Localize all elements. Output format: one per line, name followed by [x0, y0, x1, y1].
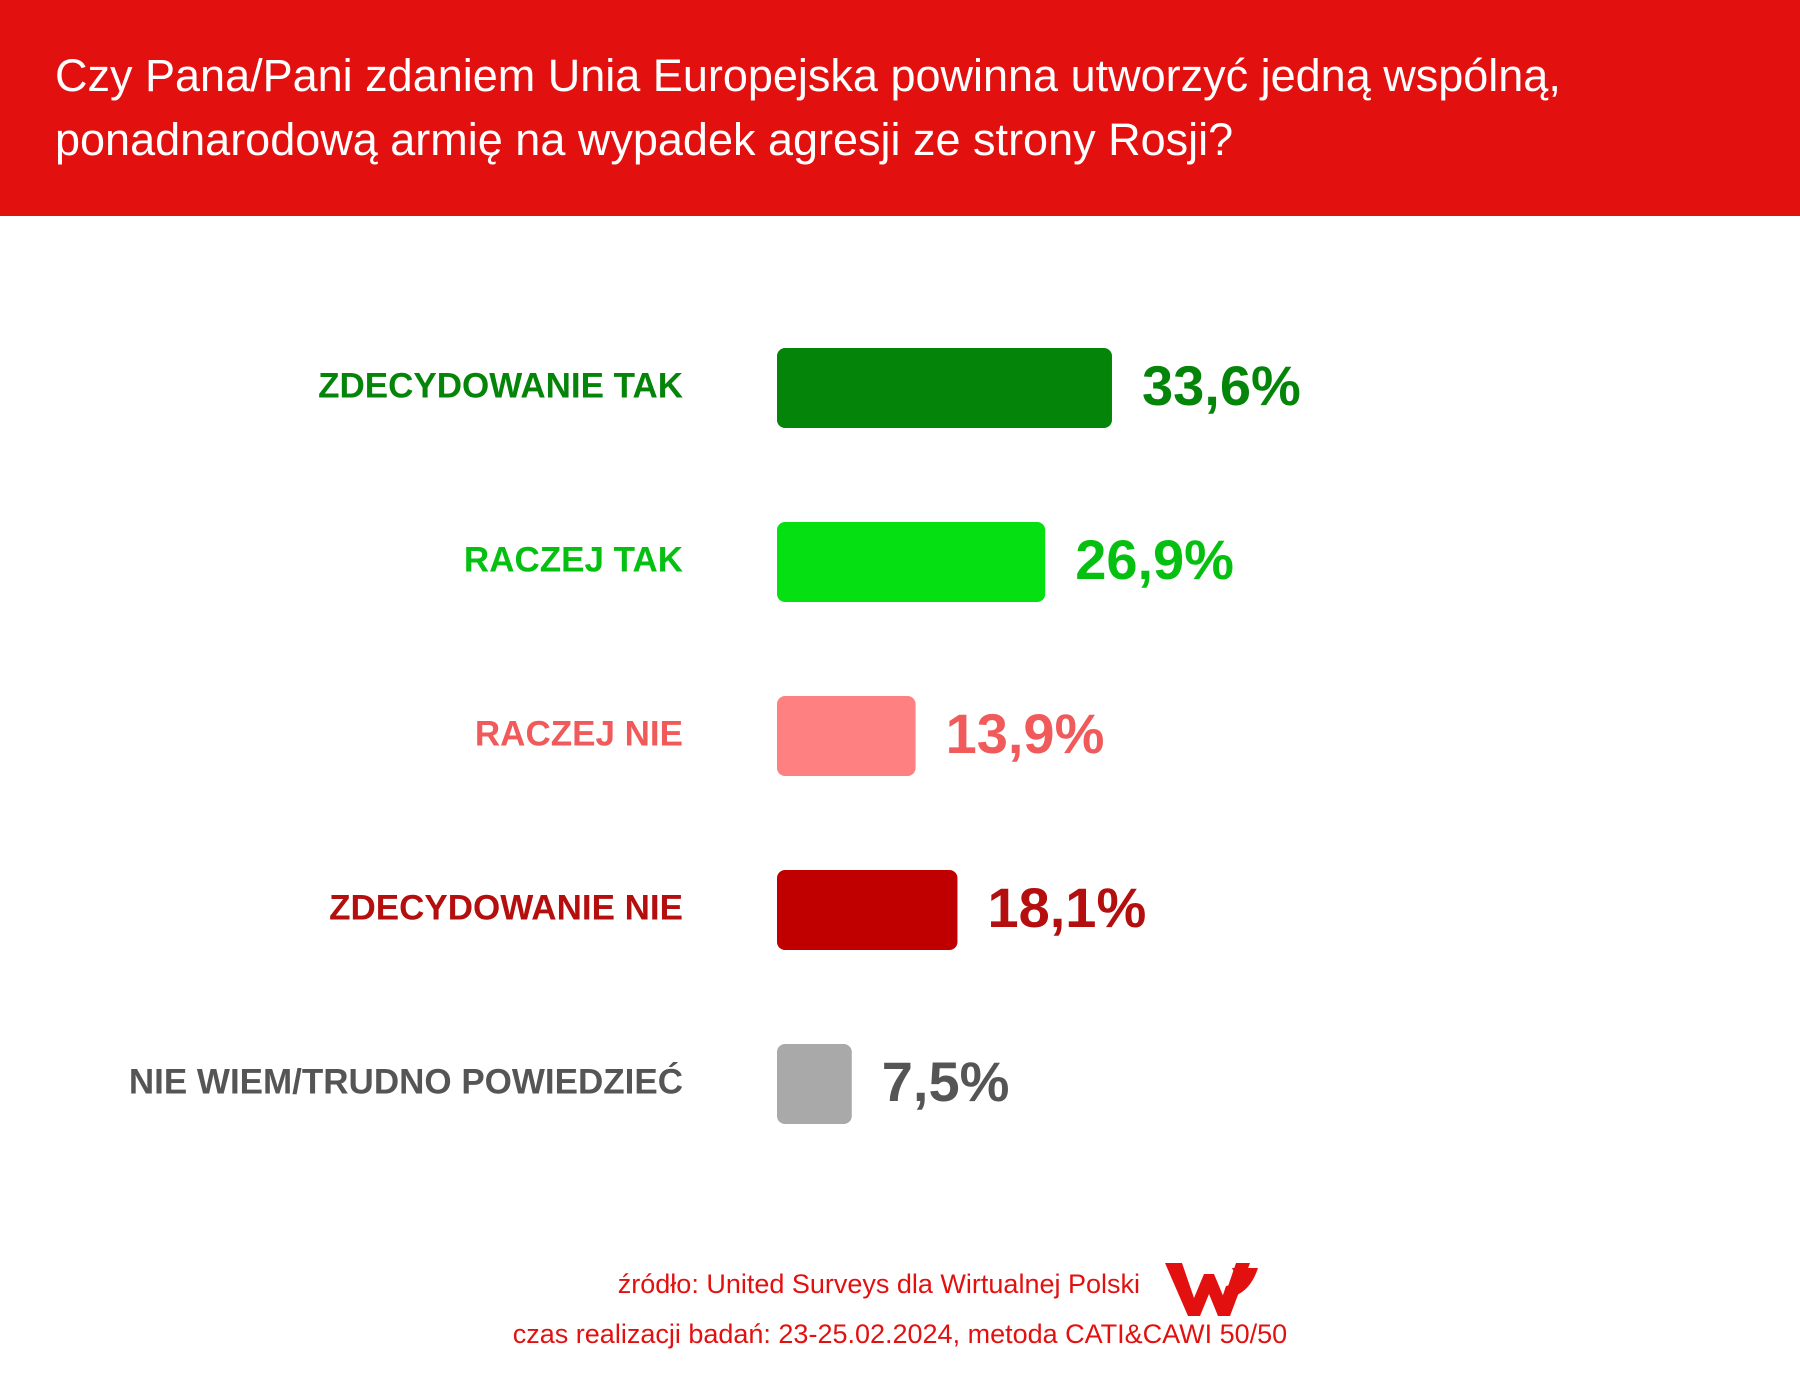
category-label: ZDECYDOWANIE NIE: [329, 888, 683, 927]
chart-title: Czy Pana/Pani zdaniem Unia Europejska po…: [55, 50, 1561, 165]
category-label: RACZEJ NIE: [475, 714, 683, 753]
category-label: RACZEJ TAK: [464, 540, 683, 579]
category-label: ZDECYDOWANIE TAK: [318, 366, 683, 405]
value-label: 33,6%: [1142, 354, 1301, 417]
source: źródło: United Surveys dla Wirtualnej Po…: [618, 1269, 1140, 1299]
category-label: NIE WIEM/TRUDNO POWIEDZIEĆ: [129, 1061, 683, 1101]
note: czas realizacji badań: 23-25.02.2024, me…: [513, 1319, 1287, 1349]
value-label: 7,5%: [882, 1050, 1010, 1113]
bar: [777, 1044, 852, 1124]
value-label: 13,9%: [946, 702, 1105, 765]
bar: [777, 870, 958, 950]
header: Czy Pana/Pani zdaniem Unia Europejska po…: [0, 0, 1800, 216]
value-label: 26,9%: [1075, 528, 1234, 591]
value-label: 18,1%: [987, 876, 1146, 939]
bar: [777, 522, 1046, 602]
bar: [777, 696, 916, 776]
logo: [1165, 1263, 1258, 1316]
chart: źródło: United Surveys dla Wirtualnej Po…: [129, 348, 1301, 1349]
bar: [777, 348, 1112, 428]
